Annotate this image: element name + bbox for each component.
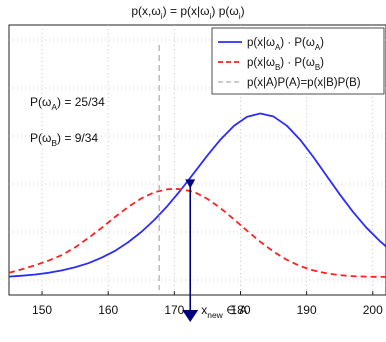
x-tick-label: 180	[230, 303, 250, 317]
legend-box	[211, 27, 385, 95]
new-point-marker	[185, 179, 196, 189]
label-part: B	[275, 63, 280, 72]
prior-label: P(ωB) = 9/34	[30, 131, 98, 148]
label-part: i	[209, 11, 211, 21]
new-point-label: xnew ∈ A	[201, 303, 247, 320]
label-part: i	[239, 11, 241, 21]
prior-label: P(ωA) = 25/34	[30, 95, 105, 112]
label-part: B	[315, 63, 320, 72]
label-part: ∈ A	[223, 303, 247, 317]
label-part: i	[161, 11, 163, 21]
label-part: )	[320, 57, 324, 69]
label-part: B	[51, 138, 57, 148]
label-part: p(x,ω	[131, 4, 160, 18]
legend: p(x|ωA) · P(ωA)p(x|ωB) · P(ωB)p(x|A)P(A)…	[211, 27, 385, 95]
series-layer	[9, 112, 386, 278]
label-part: P(ω	[30, 131, 51, 145]
label-part: ) · P(ω	[280, 57, 315, 69]
chart-title: p(x,ωi) = p(x|ωi) p(ωi)	[131, 4, 244, 21]
label-part: new	[207, 310, 223, 320]
annotations: xnew ∈ AP(ωA) = 25/34P(ωB) = 9/34	[30, 45, 247, 322]
x-axis-ticks: 150 160 170 180 190 200	[32, 291, 383, 317]
label-part: A	[51, 102, 57, 112]
label-part: )	[241, 4, 245, 18]
label-part: )	[320, 37, 324, 49]
label-part: p(x|ω	[247, 37, 275, 49]
label-part: ) · P(ω	[280, 37, 315, 49]
legend-label: p(x|A)P(A)=p(x|B)P(B)	[247, 77, 361, 89]
label-part: ) = p(x|ω	[163, 4, 210, 18]
series-line-a	[9, 112, 386, 278]
x-tick-label: 150	[32, 303, 52, 317]
new-point-arrowhead	[182, 310, 199, 322]
label-part: ) p(ω	[211, 4, 238, 18]
label-part: p(x|ω	[247, 57, 275, 69]
x-tick-label: 200	[363, 303, 383, 317]
series-line-b	[9, 187, 386, 278]
label-part: A	[315, 43, 321, 52]
label-part: x	[201, 303, 207, 317]
legend-label: p(x|ωA) · P(ωA)	[247, 37, 324, 52]
x-tick-label: 190	[297, 303, 317, 317]
label-part: ) = 25/34	[57, 95, 105, 109]
label-part: ) = 9/34	[57, 131, 98, 145]
label-part: p(x|A)P(A)=p(x|B)P(B)	[247, 77, 361, 89]
label-part: A	[275, 43, 281, 52]
x-tick-label: 170	[164, 303, 184, 317]
legend-label: p(x|ωB) · P(ωB)	[247, 57, 324, 72]
label-part: P(ω	[30, 95, 51, 109]
x-tick-label: 160	[98, 303, 118, 317]
